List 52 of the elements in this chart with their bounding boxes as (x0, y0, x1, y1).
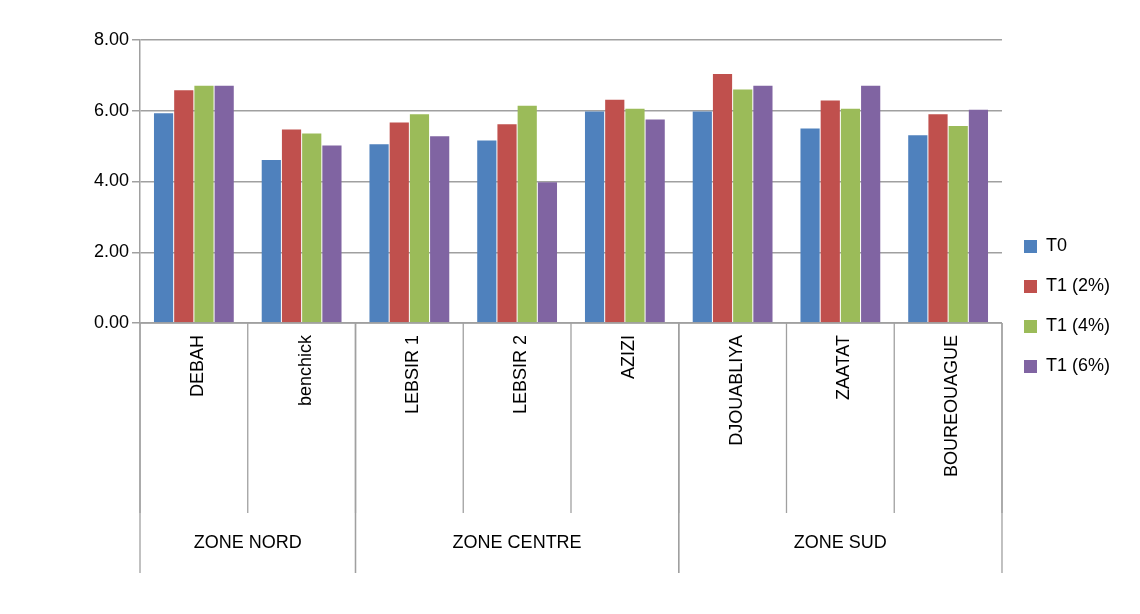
y-tick-label: 4.00 (93, 170, 129, 191)
bar (928, 114, 948, 323)
x-tick-label: LEBSIR 1 (402, 335, 423, 415)
bar (477, 140, 497, 323)
bar (968, 109, 989, 323)
legend-label: T1 (4%) (1045, 315, 1110, 336)
legend-label: T0 (1045, 235, 1067, 256)
bar (409, 114, 430, 323)
bar (861, 85, 881, 323)
text: ZONE SUD (793, 531, 887, 552)
text: ZONE NORD (193, 531, 302, 552)
legend-label: T1 (2%) (1045, 275, 1110, 296)
legend-label: T1 (6%) (1045, 355, 1110, 376)
bar (800, 128, 820, 323)
bar (820, 100, 840, 323)
bar (908, 135, 928, 323)
bar (625, 108, 645, 323)
bar (692, 111, 712, 323)
bar (517, 105, 537, 323)
bar (430, 136, 450, 323)
bar (733, 89, 753, 323)
bar (261, 159, 281, 323)
x-tick-label: DEBAH (186, 335, 207, 398)
x-tick-label: LEBSIR 2 (510, 335, 531, 415)
y-tick-label: 0.00 (93, 311, 129, 332)
y-tick-label: 2.00 (93, 241, 129, 262)
bar (712, 73, 733, 323)
bar (537, 182, 558, 323)
bar (753, 85, 773, 323)
bar (174, 90, 194, 323)
bar (153, 113, 174, 323)
bar (194, 85, 214, 323)
bar (840, 108, 861, 323)
x-tick-label: benchick (294, 334, 315, 407)
bar (302, 133, 322, 323)
bar (214, 85, 234, 323)
bar (948, 125, 968, 323)
bar (389, 122, 409, 323)
x-tick-label: ZAATAT (833, 335, 854, 400)
y-tick-label: 6.00 (93, 99, 129, 120)
bar (605, 99, 625, 323)
x-tick-label: DJOUABLIYA (725, 335, 746, 446)
y-tick-label: 8.00 (93, 28, 129, 49)
bar (584, 111, 605, 323)
x-tick-label: AZIZI (617, 335, 638, 379)
bar (497, 124, 517, 323)
x-tick-label: BOUREOUAGUE (941, 335, 962, 478)
bar (281, 129, 302, 323)
bar (369, 144, 389, 323)
bar (322, 145, 342, 323)
text: ZONE CENTRE (452, 531, 582, 552)
bar (645, 119, 665, 323)
